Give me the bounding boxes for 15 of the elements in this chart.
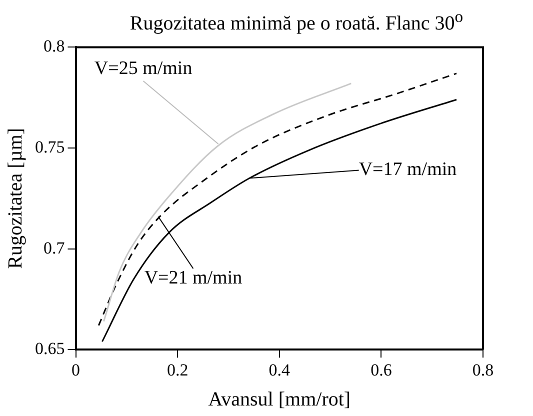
y-tick-label: 0.8 xyxy=(44,36,65,56)
x-tick-label: 0.6 xyxy=(370,360,392,380)
y-axis-title: Rugozitatea [µm] xyxy=(4,128,26,269)
x-tick-label: 0.4 xyxy=(268,360,290,380)
y-tick-label: 0.75 xyxy=(35,137,65,156)
x-axis-title: Avansul [mm/rot] xyxy=(208,388,351,410)
annotation: V=21 m/min xyxy=(144,268,243,289)
annotation: V=25 m/min xyxy=(94,58,193,79)
x-tick-label: 0.8 xyxy=(472,360,494,380)
x-tick-label: 0.2 xyxy=(166,360,188,380)
annotation: V=17 m/min xyxy=(358,159,458,180)
y-tick-label: 0.7 xyxy=(44,238,66,258)
x-tick-label: 0 xyxy=(72,360,80,380)
y-tick-label: 0.65 xyxy=(35,339,65,358)
chart-title: Rugozitatea minimă pe o roată. Flanc 30$^{o}$ xyxy=(128,6,464,35)
